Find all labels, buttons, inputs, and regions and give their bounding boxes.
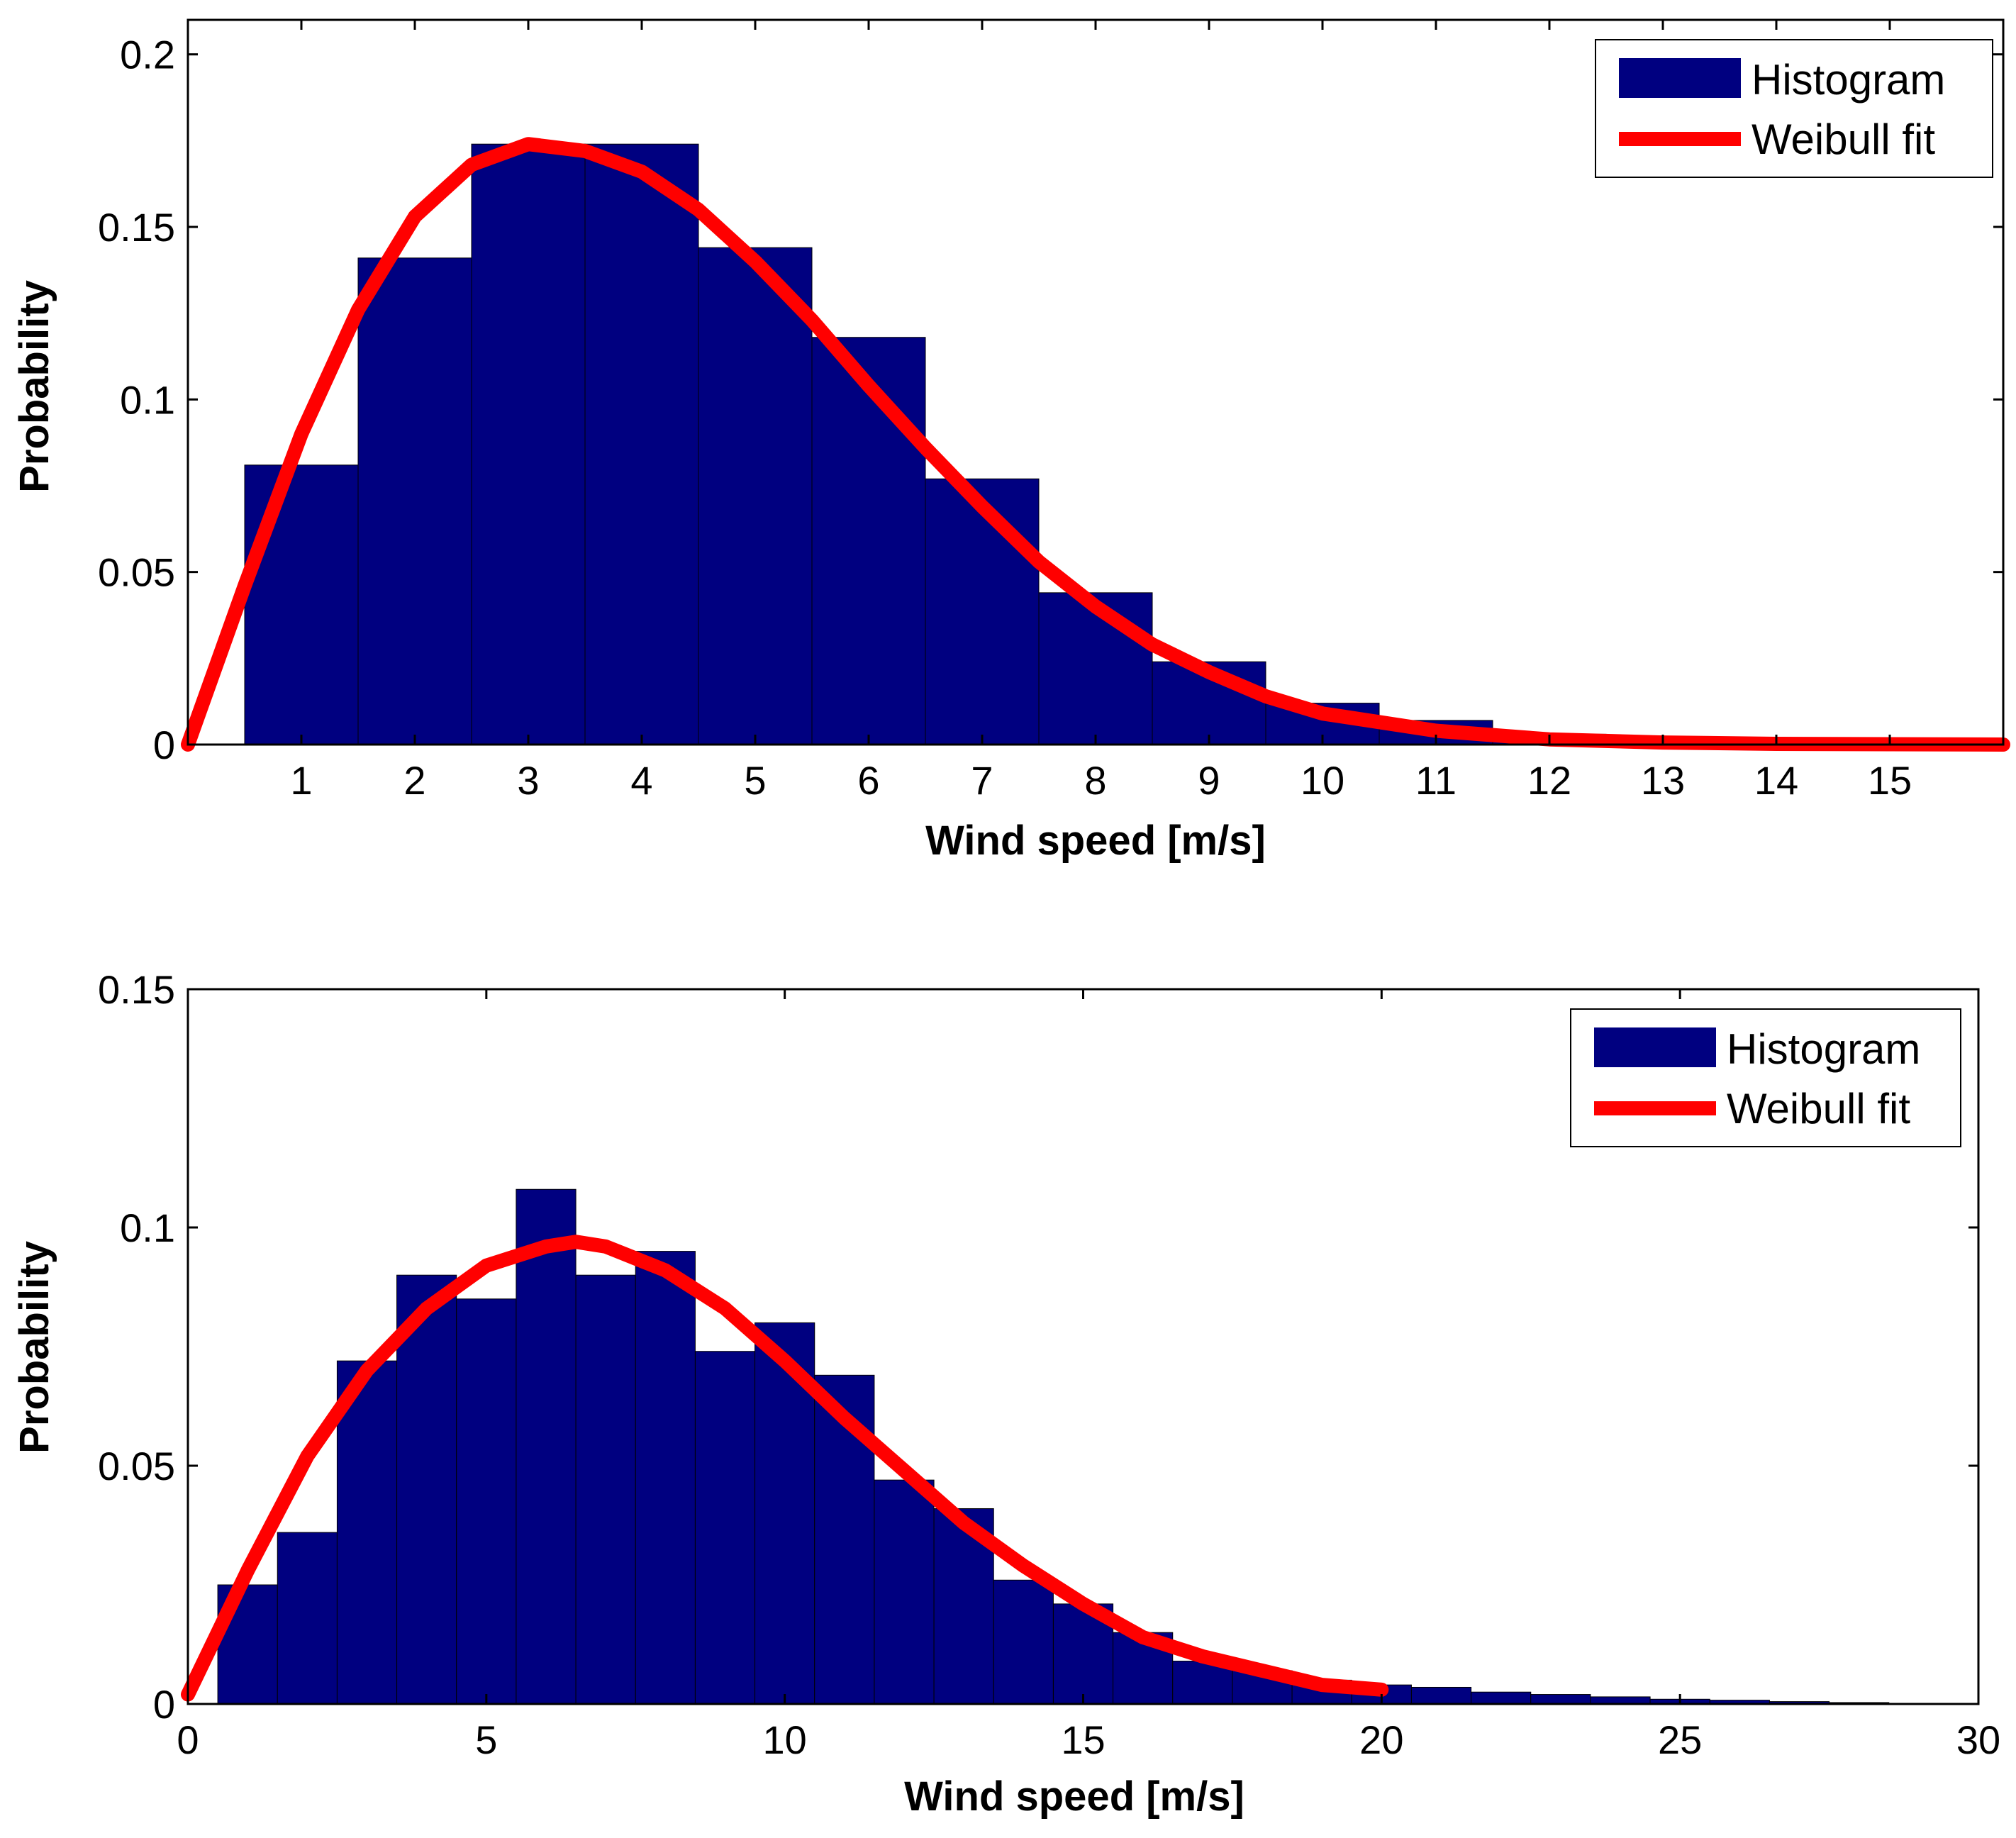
x-tick-label: 5	[475, 1717, 497, 1762]
x-tick-label: 3	[517, 758, 539, 803]
x-tick-labels: 0 5 10 15 20 25 30	[177, 1717, 2000, 1762]
y-axis-label: Probability	[11, 1241, 57, 1454]
x-tick-labels: 1 2 3 4 5 6 7 8 9 10 11 12 13 14 15	[290, 758, 1912, 803]
y-tick-label: 0.15	[98, 205, 175, 250]
x-tick-label: 2	[403, 758, 425, 803]
histogram-bar	[925, 478, 1040, 745]
histogram-bar	[357, 257, 472, 745]
histogram-bar	[456, 1298, 517, 1705]
x-tick-label: 8	[1084, 758, 1106, 803]
histogram-bar	[396, 1274, 457, 1705]
x-tick-label: 13	[1641, 758, 1685, 803]
histogram-bar	[694, 1351, 756, 1705]
histogram-bar	[1410, 1686, 1472, 1705]
legend-weibull-label: Weibull fit	[1752, 116, 1935, 163]
histogram-bar	[1038, 592, 1153, 745]
x-axis-label: Wind speed [m/s]	[925, 818, 1266, 864]
x-tick-label: 10	[763, 1717, 807, 1762]
weibull-fit-line	[181, 1235, 1389, 1702]
legend: Histogram Weibull fit	[1570, 1008, 1961, 1147]
y-axis-label: Probability	[11, 280, 57, 493]
y-tick-label: 0.1	[120, 377, 175, 422]
histogram-bar	[244, 464, 359, 745]
x-tick-label: 5	[744, 758, 766, 803]
histogram-bar	[584, 143, 699, 745]
histogram-bar	[1590, 1696, 1651, 1705]
x-tick-label: 20	[1359, 1717, 1403, 1762]
histogram-bar	[1471, 1691, 1532, 1705]
x-tick-label: 6	[857, 758, 879, 803]
weibull-fit-line	[181, 137, 2010, 752]
y-tick-label: 0.05	[98, 550, 175, 595]
histogram-bar	[471, 143, 586, 745]
y-tick-label: 0.15	[98, 967, 175, 1012]
x-tick-label: 11	[1415, 758, 1457, 803]
histogram-bars	[217, 1188, 1890, 1705]
x-axis-label: Wind speed [m/s]	[904, 1773, 1244, 1820]
x-tick-label: 9	[1198, 758, 1220, 803]
x-tick-label: 4	[630, 758, 652, 803]
legend-histogram-label: Histogram	[1752, 56, 1945, 104]
y-tick-label: 0	[153, 1682, 175, 1727]
histogram-bar	[874, 1479, 935, 1705]
bottom-chart: 0 5 10 15 20 25 30 0 0.05 0.1 0.15 Wind speed [m/…	[11, 967, 2000, 1820]
histogram-bar	[993, 1579, 1054, 1705]
x-tick-label: 10	[1301, 758, 1344, 803]
legend-histogram-swatch	[1619, 58, 1741, 98]
histogram-bar	[277, 1532, 338, 1705]
x-tick-label: 0	[177, 1717, 199, 1762]
legend-weibull-label: Weibull fit	[1727, 1085, 1910, 1132]
histogram-bar	[1530, 1694, 1591, 1705]
legend: Histogram Weibull fit	[1595, 39, 1993, 178]
x-tick-label: 15	[1061, 1717, 1105, 1762]
y-tick-label: 0.1	[120, 1205, 175, 1250]
x-tick-label: 12	[1527, 758, 1571, 803]
top-chart: 1 2 3 4 5 6 7 8 9 10 11 12 13 14 15 00.050.10.150.2 Wi…	[11, 18, 2010, 864]
legend-histogram-label: Histogram	[1727, 1025, 1920, 1073]
y-tick-label: 0.2	[120, 33, 175, 77]
y-tick-label: 0.05	[98, 1444, 175, 1488]
x-tick-label: 7	[971, 758, 993, 803]
axis-ticks	[186, 988, 1980, 1705]
x-tick-label: 25	[1658, 1717, 1702, 1762]
x-tick-label: 15	[1868, 758, 1912, 803]
y-tick-label: 0	[153, 723, 175, 767]
histogram-bar	[811, 337, 926, 745]
histogram-bar	[635, 1251, 696, 1705]
axis-ticks	[188, 20, 2003, 746]
histogram-bar	[516, 1188, 577, 1705]
histogram-bar	[698, 247, 813, 745]
x-tick-label: 1	[290, 758, 312, 803]
y-tick-labels: 0 0.05 0.1 0.15 0.2	[98, 33, 175, 767]
histogram-bar	[575, 1274, 636, 1705]
legend-histogram-swatch	[1594, 1027, 1716, 1067]
x-tick-label: 30	[1956, 1717, 2000, 1762]
x-tick-label: 14	[1754, 758, 1798, 803]
histogram-bar	[336, 1360, 398, 1705]
y-tick-labels: 0 0.05 0.1 0.15	[98, 967, 175, 1727]
